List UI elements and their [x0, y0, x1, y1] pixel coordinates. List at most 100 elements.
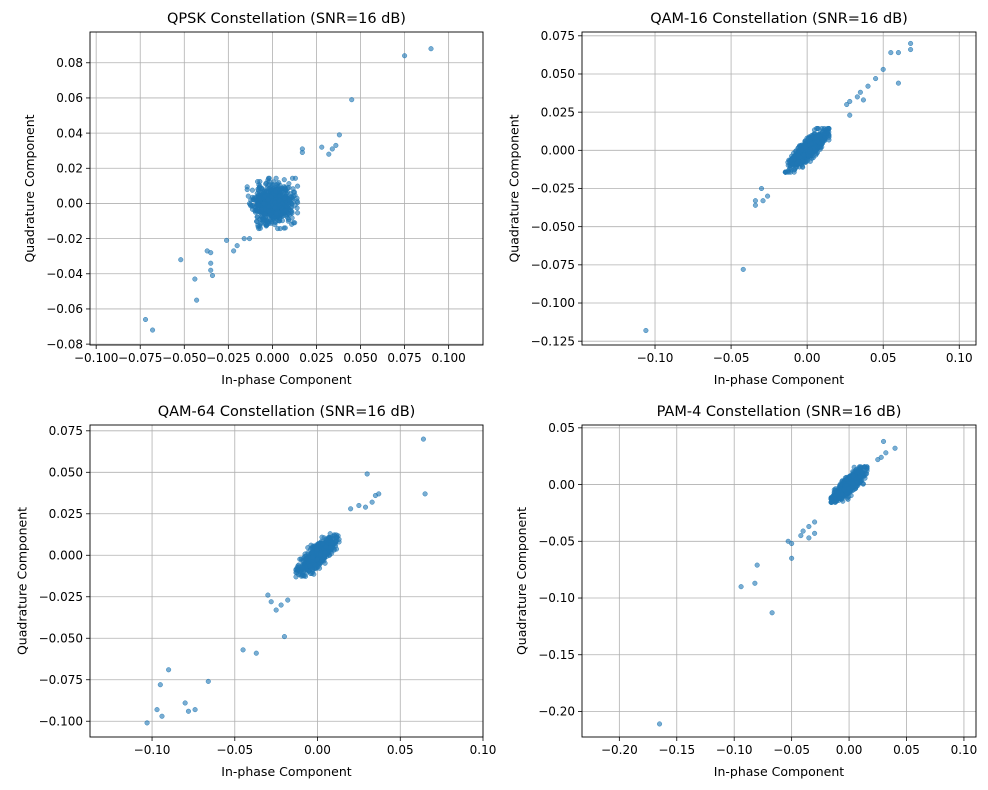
- x-tick-label: 0.05: [893, 743, 920, 757]
- data-point: [185, 708, 192, 714]
- data-point: [806, 523, 812, 530]
- x-tick-label: −0.050: [162, 351, 206, 365]
- data-point: [269, 184, 275, 190]
- data-point: [806, 149, 812, 155]
- data-point: [244, 187, 250, 193]
- data-point: [265, 592, 271, 598]
- data-point: [224, 237, 230, 243]
- x-tick-label: 0.000: [255, 351, 289, 365]
- data-point: [643, 327, 649, 334]
- data-point: [420, 436, 426, 442]
- x-axis-ticks: −0.10 −0.05 0.00 0.05 0.10: [637, 345, 973, 365]
- y-tick-label: −0.075: [531, 258, 575, 272]
- data-point: [299, 149, 305, 155]
- data-point: [864, 471, 870, 477]
- data-point: [297, 556, 303, 562]
- data-point: [836, 489, 842, 495]
- y-tick-label: 0.050: [49, 465, 83, 479]
- data-point: [801, 152, 807, 158]
- x-tick-label: −0.075: [118, 351, 162, 365]
- data-point: [851, 464, 857, 470]
- data-point: [760, 198, 766, 204]
- data-point: [265, 196, 271, 202]
- data-point: [802, 144, 808, 150]
- data-point: [656, 721, 663, 727]
- data-point: [246, 236, 253, 242]
- scatter-points: [142, 46, 434, 333]
- x-tick-label: −0.15: [658, 743, 695, 757]
- x-axis-label: In-phase Component: [714, 372, 844, 387]
- data-point: [263, 222, 269, 228]
- x-tick-label: −0.20: [601, 743, 638, 757]
- x-tick-label: −0.10: [134, 743, 171, 757]
- data-point: [314, 556, 320, 562]
- data-point: [329, 146, 335, 152]
- data-point: [329, 540, 335, 546]
- x-axis-label: In-phase Component: [714, 764, 844, 779]
- data-point: [273, 211, 280, 217]
- x-tick-label: 0.05: [870, 351, 897, 365]
- y-tick-label: −0.100: [39, 714, 83, 728]
- data-point: [281, 177, 287, 183]
- y-tick-label: −0.15: [538, 648, 575, 662]
- data-point: [752, 198, 758, 204]
- data-point: [814, 138, 820, 144]
- data-point: [285, 597, 291, 603]
- data-point: [796, 143, 803, 149]
- x-tick-label: 0.00: [836, 743, 863, 757]
- x-tick-label: 0.050: [343, 351, 377, 365]
- data-point: [256, 196, 262, 202]
- data-point: [826, 125, 832, 132]
- data-point: [323, 544, 329, 550]
- data-point: [812, 530, 818, 536]
- data-point: [272, 219, 278, 225]
- data-point: [192, 707, 198, 713]
- y-tick-label: 0.08: [56, 56, 83, 70]
- data-point: [249, 187, 255, 193]
- data-point: [272, 199, 278, 205]
- data-point: [738, 584, 744, 590]
- data-point: [256, 208, 262, 215]
- data-point: [265, 208, 271, 214]
- y-tick-label: 0.025: [49, 507, 83, 521]
- data-point: [356, 502, 362, 509]
- data-point: [289, 215, 295, 221]
- data-point: [295, 566, 301, 573]
- data-point: [349, 97, 355, 103]
- data-point: [274, 181, 280, 187]
- data-point: [208, 250, 214, 256]
- data-point: [252, 208, 258, 214]
- data-point: [873, 76, 879, 82]
- scatter-points: [144, 436, 428, 726]
- data-point: [326, 151, 332, 157]
- data-point: [847, 98, 853, 105]
- y-axis-label: Quadrature Component: [15, 507, 30, 655]
- data-point: [248, 203, 254, 209]
- data-point: [261, 200, 267, 207]
- data-point: [850, 481, 856, 487]
- data-point: [880, 66, 886, 72]
- data-point: [799, 158, 806, 164]
- y-tick-label: 0.00: [548, 478, 575, 492]
- x-tick-label: 0.075: [387, 351, 421, 365]
- data-point: [282, 195, 288, 201]
- data-point: [895, 50, 901, 56]
- data-point: [372, 492, 378, 499]
- data-point: [256, 184, 263, 190]
- grid: [582, 32, 976, 345]
- x-tick-label: 0.10: [470, 743, 497, 757]
- data-point: [293, 574, 299, 580]
- y-tick-label: −0.025: [39, 590, 83, 604]
- data-point: [348, 506, 354, 512]
- plot-area: [582, 425, 976, 737]
- data-point: [144, 720, 150, 726]
- data-point: [307, 563, 313, 569]
- x-tick-label: 0.100: [431, 351, 465, 365]
- data-point: [844, 101, 850, 108]
- y-tick-label: 0.04: [56, 126, 83, 140]
- data-point: [752, 202, 758, 208]
- y-tick-label: −0.08: [46, 337, 83, 351]
- data-point: [808, 140, 815, 146]
- data-point: [812, 519, 818, 525]
- data-point: [178, 257, 184, 263]
